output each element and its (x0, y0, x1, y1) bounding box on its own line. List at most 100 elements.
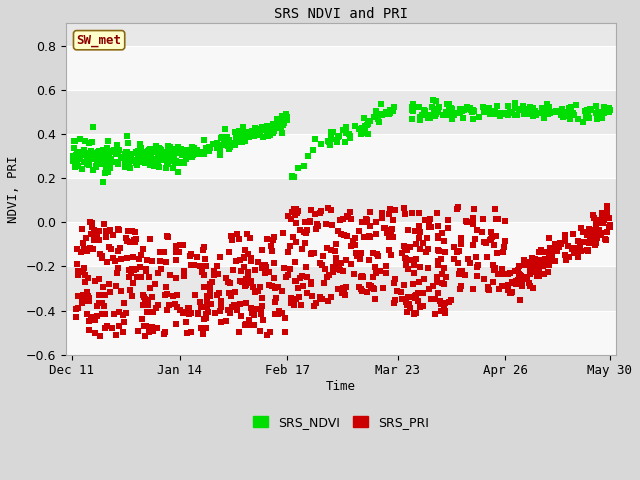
Point (182, 147, 193, 155)
Point (468, 285, 478, 293)
Point (268, 130, 278, 137)
Point (239, 253, 249, 261)
Point (171, 160, 181, 168)
Point (143, 273, 154, 281)
Point (498, 248, 508, 255)
Point (592, 226, 602, 233)
Point (515, 271, 525, 278)
Point (415, 245, 425, 253)
Point (377, 209, 387, 217)
Point (197, 268, 207, 276)
Point (478, 216, 488, 223)
Point (70, 152, 81, 160)
Point (140, 157, 150, 165)
Point (401, 298, 412, 306)
Point (201, 144, 211, 152)
Point (587, 239, 597, 247)
Point (392, 287, 403, 295)
Point (505, 269, 515, 277)
Point (595, 229, 605, 237)
Point (139, 294, 149, 301)
Title: SRS NDVI and PRI: SRS NDVI and PRI (274, 7, 408, 21)
Point (118, 311, 128, 319)
Point (322, 274, 332, 281)
Point (476, 228, 486, 236)
Point (276, 116, 287, 124)
Point (443, 224, 453, 232)
Point (179, 151, 189, 158)
Point (302, 289, 312, 297)
Point (459, 106, 469, 114)
Point (129, 228, 140, 235)
Point (120, 151, 131, 158)
Point (354, 283, 364, 290)
Point (294, 293, 305, 300)
Point (141, 256, 152, 264)
Point (533, 272, 543, 280)
Point (339, 231, 349, 239)
Point (202, 298, 212, 305)
Point (503, 286, 513, 294)
Legend: SRS_NDVI, SRS_PRI: SRS_NDVI, SRS_PRI (248, 411, 433, 434)
Point (88, 245, 98, 253)
Point (529, 257, 540, 265)
Point (317, 295, 328, 303)
Point (497, 265, 508, 273)
Point (568, 230, 579, 238)
Point (481, 239, 492, 247)
Point (573, 253, 583, 261)
Point (385, 106, 396, 114)
Point (396, 288, 406, 296)
Point (596, 231, 606, 239)
Point (135, 143, 145, 151)
Point (372, 115, 383, 122)
Point (163, 142, 173, 150)
Point (171, 274, 181, 282)
Point (310, 225, 321, 233)
Point (397, 295, 407, 303)
Point (143, 328, 154, 336)
Point (252, 305, 262, 312)
Point (444, 105, 454, 112)
Point (335, 216, 346, 223)
Point (187, 148, 197, 156)
Point (237, 138, 248, 146)
Point (257, 264, 267, 272)
Point (346, 134, 356, 142)
Point (490, 109, 500, 117)
Point (339, 126, 349, 134)
Point (331, 254, 341, 262)
Point (92, 160, 102, 168)
Point (370, 263, 380, 271)
Point (255, 327, 266, 335)
Point (444, 100, 454, 108)
Point (100, 292, 110, 300)
Point (285, 265, 296, 273)
Point (83, 292, 93, 300)
Point (483, 286, 493, 293)
Point (122, 237, 132, 245)
Point (593, 216, 603, 224)
Point (582, 106, 592, 114)
Point (151, 142, 161, 150)
Point (212, 139, 222, 147)
Point (257, 302, 267, 310)
Point (301, 228, 311, 236)
Point (430, 112, 440, 120)
Point (344, 208, 355, 216)
Point (143, 147, 153, 155)
Point (518, 107, 529, 114)
Point (360, 127, 371, 135)
Point (545, 103, 555, 110)
Point (154, 156, 164, 164)
Point (444, 298, 454, 305)
Point (199, 243, 209, 251)
Point (593, 231, 603, 239)
Point (101, 151, 111, 158)
Point (443, 111, 453, 119)
Point (330, 240, 340, 248)
Point (116, 287, 126, 295)
Point (268, 122, 278, 130)
Point (214, 289, 224, 297)
Point (277, 309, 287, 317)
